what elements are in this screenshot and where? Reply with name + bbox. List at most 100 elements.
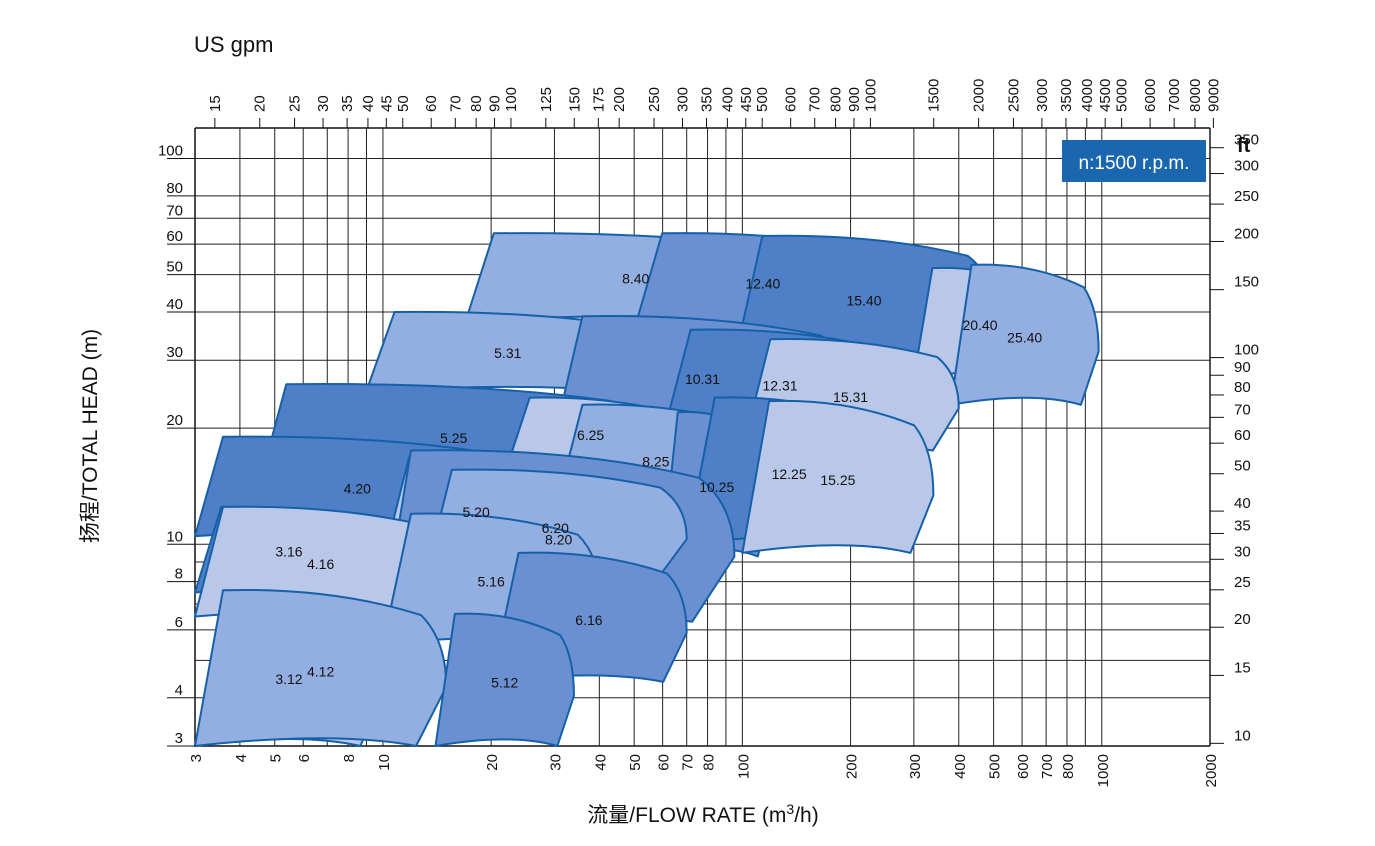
pump-label-4-16: 4.16 [307, 556, 334, 572]
pump-label-5-16: 5.16 [478, 574, 505, 590]
pump-label-5-20: 5.20 [462, 504, 489, 520]
right-tick-label: 70 [1234, 401, 1251, 418]
top-tick-label: 600 [783, 87, 800, 112]
top-tick-label: 70 [447, 95, 464, 112]
top-axis-title: US gpm [194, 32, 273, 57]
top-tick-label: 15 [207, 95, 224, 112]
pump-label-15-40: 15.40 [846, 293, 881, 309]
top-tick-label: 700 [807, 87, 824, 112]
top-tick-label: 3000 [1034, 79, 1051, 112]
y-tick-label: 8 [175, 566, 183, 583]
top-tick-label: 200 [611, 87, 628, 112]
top-tick-label: 125 [538, 87, 555, 112]
pump-label-8-20: 8.20 [545, 532, 572, 548]
top-tick-label: 400 [719, 87, 736, 112]
pump-label-20-40: 20.40 [962, 317, 997, 333]
pump-region-15-25 [741, 399, 935, 554]
right-tick-label: 80 [1234, 379, 1251, 396]
top-tick-label: 40 [360, 95, 377, 112]
x-tick-label: 6 [296, 754, 313, 762]
x-tick-label: 100 [735, 754, 752, 779]
top-tick-label: 2500 [1005, 79, 1022, 112]
pump-label-15-31: 15.31 [833, 389, 868, 405]
pump-region-labels: 8.40 12.40 15.40 20.40 25.40 5.31 10.31 12.31 15… [275, 271, 1042, 691]
top-tick-label: 100 [503, 87, 520, 112]
right-tick-label: 100 [1234, 342, 1259, 359]
pump-label-5-12: 5.12 [491, 675, 518, 691]
pump-label-6-16: 6.16 [575, 612, 602, 628]
x-tick-label: 4 [233, 754, 250, 762]
pump-label-10-25: 10.25 [699, 479, 734, 495]
x-axis-title-sup: 3 [786, 801, 794, 817]
x-tick-label: 50 [627, 754, 644, 771]
right-tick-label: 60 [1234, 427, 1251, 444]
top-tick-label: 900 [846, 87, 863, 112]
right-tick-label: 300 [1234, 158, 1259, 175]
right-tick-label: 250 [1234, 188, 1259, 205]
pump-region-4-12 [194, 588, 448, 747]
pump-region-5-12 [434, 612, 575, 747]
top-tick-label: 6000 [1142, 79, 1159, 112]
right-tick-label: 40 [1234, 495, 1251, 512]
x-tick-label: 60 [656, 754, 673, 771]
y-tick-label: 60 [166, 228, 183, 245]
pump-label-8-40: 8.40 [622, 271, 649, 287]
y-tick-label: 80 [166, 180, 183, 197]
top-tick-label: 150 [566, 87, 583, 112]
pump-label-3-16: 3.16 [275, 543, 302, 559]
top-tick-label: 45 [378, 95, 395, 112]
top-tick-label: 1000 [862, 79, 879, 112]
x-tick-label: 8 [341, 754, 358, 762]
right-tick-label: 10 [1234, 727, 1251, 744]
top-tick-label: 300 [674, 87, 691, 112]
y-tick-label: 40 [166, 296, 183, 313]
pump-label-10-31: 10.31 [685, 371, 720, 387]
top-tick-label: 7000 [1166, 79, 1183, 112]
x-axis-title-suffix: /h) [794, 804, 819, 827]
pump-label-3-12: 3.12 [275, 671, 302, 687]
x-axis-title: 流量/FLOW RATE (m3/h) [587, 801, 818, 827]
x-tick-label: 400 [952, 754, 969, 779]
y-tick-label: 6 [175, 614, 183, 631]
pump-label-6-25: 6.25 [577, 427, 604, 443]
x-tick-label: 600 [1015, 754, 1032, 779]
top-tick-label: 35 [339, 95, 356, 112]
x-tick-label: 80 [701, 754, 718, 771]
right-tick-label: 25 [1234, 574, 1251, 591]
right-axis-title: ft [1237, 135, 1251, 157]
top-tick-label: 8000 [1187, 79, 1204, 112]
pump-label-12-31: 12.31 [762, 377, 797, 393]
pump-label-4-20: 4.20 [344, 480, 371, 496]
right-tick-label: 350 [1234, 132, 1259, 149]
x-tick-label: 300 [907, 754, 924, 779]
pump-label-25-40: 25.40 [1007, 330, 1042, 346]
top-axis-usgpm: 15 20 25 30 35 40 45 50 60 70 80 90 100 125 150 175 200 2… [207, 79, 1222, 128]
top-tick-label: 800 [828, 87, 845, 112]
top-tick-label: 2000 [971, 79, 988, 112]
top-tick-label: 4500 [1097, 79, 1114, 112]
y-tick-label: 100 [158, 143, 183, 160]
x-tick-label: 500 [987, 754, 1004, 779]
pump-region-25-40 [949, 263, 1100, 406]
x-tick-label: 800 [1060, 754, 1077, 779]
y-axis-title: 扬程/TOTAL HEAD (m) [79, 329, 102, 543]
pump-label-12-40: 12.40 [745, 275, 780, 291]
pump-regions [194, 232, 1100, 747]
pump-label-4-12: 4.12 [307, 663, 334, 679]
x-tick-label: 2000 [1203, 754, 1220, 787]
y-tick-label: 3 [175, 730, 183, 747]
x-tick-label: 70 [680, 754, 697, 771]
x-tick-label: 20 [484, 754, 501, 771]
y-axis: 3 4 6 8 10 20 30 40 50 60 70 80 100 [158, 143, 195, 747]
top-tick-label: 80 [468, 95, 485, 112]
top-tick-label: 25 [287, 95, 304, 112]
x-tick-label: 200 [844, 754, 861, 779]
right-tick-label: 20 [1234, 611, 1251, 628]
x-tick-label: 40 [592, 754, 609, 771]
top-tick-label: 60 [423, 95, 440, 112]
top-tick-label: 90 [487, 95, 504, 112]
top-tick-label: 450 [738, 87, 755, 112]
right-tick-label: 150 [1234, 274, 1259, 291]
pump-label-5-31: 5.31 [494, 345, 521, 361]
top-tick-label: 5000 [1114, 79, 1131, 112]
